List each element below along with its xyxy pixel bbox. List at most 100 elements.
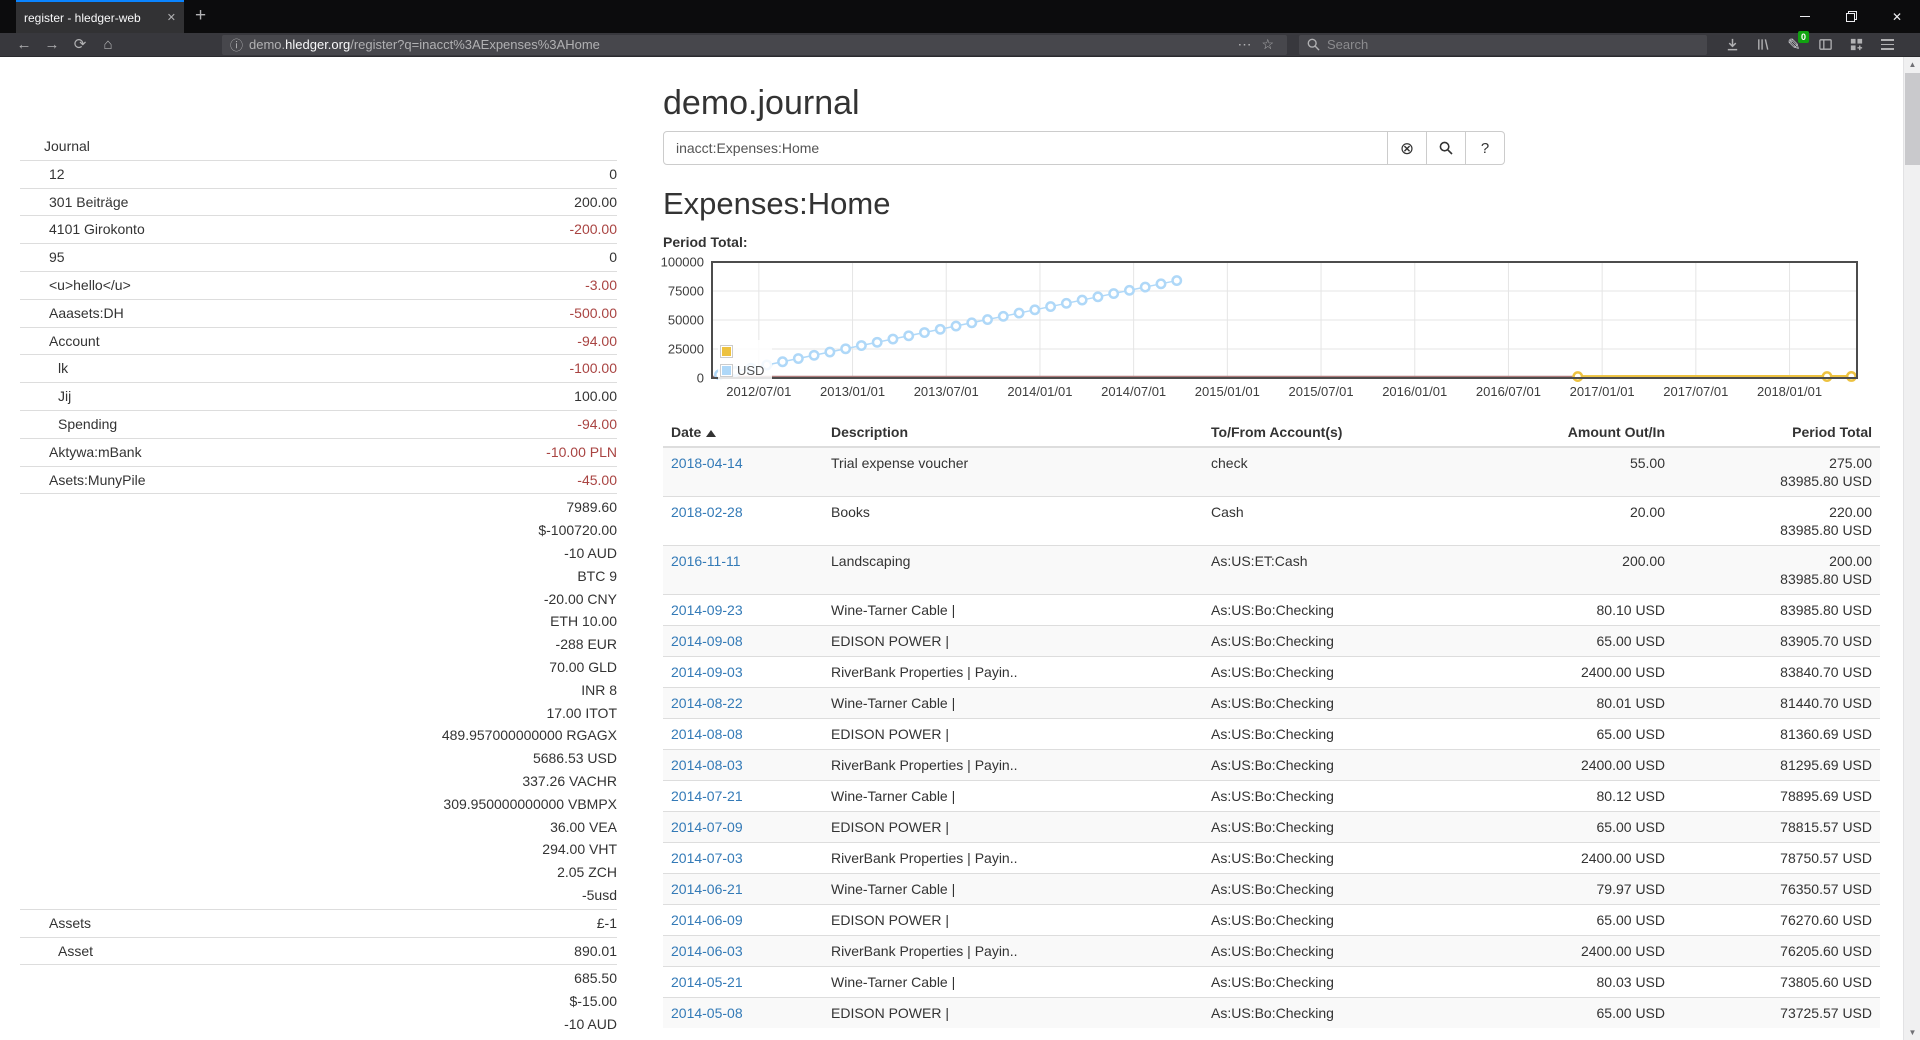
tab-close-icon[interactable]: ✕ — [166, 12, 176, 24]
clear-query-button[interactable]: ⊗ — [1387, 131, 1427, 165]
menu-button[interactable] — [1876, 35, 1898, 55]
column-description[interactable]: Description — [823, 418, 1203, 448]
svg-text:2014/01/01: 2014/01/01 — [1007, 384, 1072, 399]
register-row[interactable]: 2016-11-11 Landscaping As:US:ET:Cash 200.00… — [663, 545, 1880, 595]
register-row[interactable]: 2014-06-09 EDISON POWER | As:US:Bo:Checkin… — [663, 904, 1880, 936]
scrollbar-thumb[interactable] — [1905, 73, 1920, 165]
register-row[interactable]: 2014-05-21 Wine-Tarner Cable | As:US:Bo:Ch… — [663, 966, 1880, 998]
register-date-link[interactable]: 2016-11-11 — [671, 553, 741, 569]
register-date-link[interactable]: 2014-06-03 — [671, 943, 743, 959]
register-amount-cell: 2400.00 USD — [1580, 757, 1665, 773]
scroll-down-icon[interactable]: ▼ — [1908, 1028, 1917, 1037]
register-date-link[interactable]: 2014-06-09 — [671, 912, 743, 928]
account-link[interactable]: lk — [58, 360, 69, 377]
query-input[interactable] — [663, 131, 1388, 165]
register-row[interactable]: 2014-06-21 Wine-Tarner Cable | As:US:Bo:Ch… — [663, 873, 1880, 905]
account-link[interactable]: 12 — [49, 165, 65, 182]
library-button[interactable] — [1752, 35, 1774, 55]
help-button[interactable]: ? — [1465, 131, 1505, 165]
register-date-link[interactable]: 2018-04-14 — [671, 455, 743, 471]
column-accounts[interactable]: To/From Account(s) — [1203, 418, 1443, 448]
register-row[interactable]: 2018-04-14 Trial expense voucher check 55.0… — [663, 447, 1880, 497]
register-date-link[interactable]: 2014-06-21 — [671, 881, 743, 897]
account-balance: -10.00 PLN — [546, 443, 617, 460]
account-link[interactable]: Asset — [58, 942, 94, 959]
register-row[interactable]: 2014-08-03 RiverBank Properties | Payin..… — [663, 749, 1880, 781]
register-date-link[interactable]: 2014-07-03 — [671, 850, 743, 866]
register-amount-cell: 2400.00 USD — [1580, 664, 1665, 680]
window-close-button[interactable]: ✕ — [1891, 9, 1903, 24]
window-minimize-button[interactable] — [1782, 0, 1828, 33]
scroll-up-icon[interactable]: ▲ — [1908, 60, 1917, 69]
column-date[interactable]: Date — [663, 418, 823, 448]
register-row[interactable]: 2014-09-03 RiverBank Properties | Payin..… — [663, 656, 1880, 688]
account-link[interactable]: Account — [49, 332, 100, 349]
register-date-link[interactable]: 2014-09-08 — [671, 633, 743, 649]
account-link[interactable]: Spending — [58, 415, 118, 432]
account-link[interactable]: Journal — [44, 138, 90, 154]
register-date-link[interactable]: 2014-07-09 — [671, 819, 743, 835]
register-row[interactable]: 2018-02-28 Books Cash 20.00 220.00 83985.80 U… — [663, 496, 1880, 546]
register-description-cell: Wine-Tarner Cable | — [831, 788, 956, 804]
account-link[interactable]: 4101 Girokonto — [49, 221, 145, 238]
sidebar-account-row: Account -94.00 — [20, 326, 617, 355]
register-date-link[interactable]: 2014-09-23 — [671, 602, 743, 618]
forward-icon[interactable]: → — [44, 36, 60, 53]
back-icon[interactable]: ← — [16, 36, 32, 53]
register-date-link[interactable]: 2014-05-21 — [671, 974, 743, 990]
apps-button[interactable] — [1845, 35, 1867, 55]
sidebar-account-row: Assets £-1 — [20, 908, 617, 937]
register-date-link[interactable]: 2014-07-21 — [671, 788, 743, 804]
extension-button[interactable]: ✎ 0 — [1783, 30, 1809, 55]
sidebar-account-row: Aktywa:mBank -10.00 PLN — [20, 437, 617, 466]
register-row[interactable]: 2014-08-22 Wine-Tarner Cable | As:US:Bo:Ch… — [663, 687, 1880, 719]
account-balance: 309.950000000000 VBMPX — [443, 795, 617, 812]
register-date-link[interactable]: 2014-05-08 — [671, 1005, 743, 1021]
register-row[interactable]: 2014-07-09 EDISON POWER | As:US:Bo:Checkin… — [663, 811, 1880, 843]
account-link[interactable]: Aaasets:DH — [49, 304, 124, 321]
home-icon[interactable]: ⌂ — [103, 36, 113, 53]
column-amount[interactable]: Amount Out/In — [1443, 418, 1673, 448]
account-balances: 0 — [65, 246, 617, 269]
url-bar[interactable]: ⓘ demo.hledger.org/register?q=inacct%3AE… — [222, 34, 1287, 55]
register-row[interactable]: 2014-05-08 EDISON POWER | As:US:Bo:Checkin… — [663, 997, 1880, 1028]
register-row[interactable]: 2014-08-08 EDISON POWER | As:US:Bo:Checkin… — [663, 718, 1880, 750]
account-link[interactable]: Assets — [49, 914, 92, 931]
reload-icon[interactable]: ⟳ — [73, 36, 87, 53]
browser-search-field[interactable]: Search — [1299, 34, 1707, 55]
register-date-link[interactable]: 2014-09-03 — [671, 664, 743, 680]
register-total-cell: 83905.70 USD — [1673, 626, 1880, 657]
register-date-link[interactable]: 2014-08-03 — [671, 757, 743, 773]
new-tab-button[interactable]: + — [195, 5, 207, 26]
browser-tab[interactable]: register - hledger-web ✕ — [16, 0, 184, 33]
downloads-button[interactable] — [1721, 35, 1743, 55]
register-row[interactable]: 2014-07-21 Wine-Tarner Cable | As:US:Bo:Ch… — [663, 780, 1880, 812]
column-period-total[interactable]: Period Total — [1673, 418, 1880, 448]
vertical-scrollbar[interactable]: ▲ ▼ — [1903, 57, 1920, 1040]
sidebar-account-row: Jij 100.00 — [20, 382, 617, 410]
bookmark-star-icon[interactable]: ☆ — [1261, 36, 1274, 52]
account-link[interactable]: 301 Beiträge — [49, 193, 129, 210]
chart-title: Period Total: — [663, 234, 748, 250]
account-link[interactable]: <u>hello</u> — [49, 276, 131, 293]
account-balance: -20.00 CNY — [543, 590, 617, 607]
search-button[interactable] — [1426, 131, 1466, 165]
account-link[interactable]: Cash — [20, 1036, 91, 1040]
register-date-link[interactable]: 2018-02-28 — [671, 504, 743, 520]
sidebars-button[interactable] — [1814, 35, 1836, 55]
account-balance: 685.50 — [574, 970, 617, 987]
account-link[interactable]: Asets:MunyPile — [49, 471, 146, 488]
register-row[interactable]: 2014-06-03 RiverBank Properties | Payin..… — [663, 935, 1880, 967]
window-restore-button[interactable] — [1828, 0, 1874, 33]
register-date-link[interactable]: 2014-08-22 — [671, 695, 743, 711]
tab-title: register - hledger-web — [24, 10, 141, 25]
register-row[interactable]: 2014-07-03 RiverBank Properties | Payin..… — [663, 842, 1880, 874]
site-info-icon[interactable]: ⓘ — [230, 38, 244, 53]
page-actions-icon[interactable]: ⋯ — [1237, 36, 1252, 52]
account-link[interactable]: 95 — [49, 249, 65, 266]
register-row[interactable]: 2014-09-08 EDISON POWER | As:US:Bo:Checkin… — [663, 625, 1880, 657]
account-link[interactable]: Aktywa:mBank — [49, 443, 142, 460]
register-row[interactable]: 2014-09-23 Wine-Tarner Cable | As:US:Bo:Ch… — [663, 594, 1880, 626]
register-date-link[interactable]: 2014-08-08 — [671, 726, 743, 742]
account-link[interactable]: Jij — [58, 388, 72, 405]
